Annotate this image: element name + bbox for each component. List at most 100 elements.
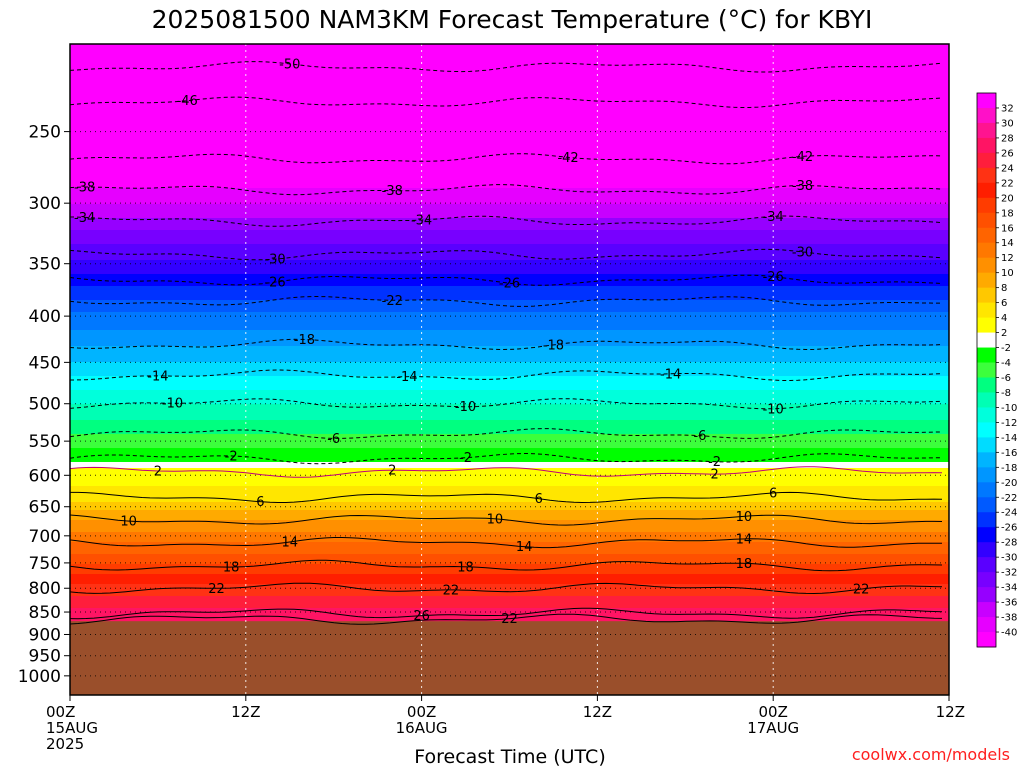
temperature-band <box>70 602 949 605</box>
contour-line <box>70 61 943 73</box>
temperature-band <box>70 526 949 529</box>
temperature-band <box>70 92 949 95</box>
temperature-band <box>70 278 949 281</box>
temperature-band <box>70 330 949 333</box>
temperature-band <box>70 132 949 135</box>
colorbar-swatch <box>977 452 996 468</box>
temperature-band <box>70 168 949 171</box>
temperature-band <box>70 96 949 99</box>
temperature-band <box>70 54 949 57</box>
contour-label: -18 <box>543 338 564 353</box>
y-tick-label: 750 <box>29 554 61 574</box>
temperature-band <box>70 112 949 115</box>
colorbar-label: -2 <box>1001 343 1011 354</box>
y-tick-label: 900 <box>29 625 61 645</box>
temperature-band <box>70 596 949 599</box>
temperature-band <box>70 402 949 405</box>
temperature-band <box>70 510 949 513</box>
credit-link[interactable]: coolwx.com/models <box>852 745 1010 764</box>
temperature-band <box>70 122 949 125</box>
temperature-band <box>70 272 949 275</box>
temperature-band <box>70 332 949 335</box>
colorbar-label: -38 <box>1001 613 1017 624</box>
y-tick-label: 800 <box>29 579 61 599</box>
temperature-band <box>70 64 949 67</box>
temperature-band <box>70 408 949 411</box>
temperature-band <box>70 560 949 563</box>
temperature-band <box>70 482 949 485</box>
temperature-band <box>70 604 949 607</box>
temperature-band <box>70 194 949 197</box>
x-tick-label: 00Z <box>46 703 75 721</box>
temperature-band <box>70 552 949 555</box>
temperature-band <box>70 478 949 481</box>
temperature-band <box>70 260 949 263</box>
colorbar-label: -30 <box>1001 553 1017 564</box>
contour-label: 2 <box>388 464 396 479</box>
contour-label: -34 <box>411 214 432 229</box>
temperature-band <box>70 254 949 257</box>
temperature-band <box>70 334 949 337</box>
colorbar-label: 14 <box>1001 238 1014 249</box>
temperature-band <box>70 470 949 473</box>
temperature-band <box>70 230 949 233</box>
colorbar-label: 16 <box>1001 223 1014 234</box>
y-axis: 2503003504004505005506006507007508008509… <box>18 123 70 687</box>
temperature-band <box>70 468 949 471</box>
temperature-band <box>70 436 949 439</box>
temperature-band <box>70 76 949 79</box>
temperature-band <box>70 416 949 419</box>
temperature-band <box>70 212 949 215</box>
temperature-band <box>70 322 949 325</box>
temperature-band <box>70 454 949 457</box>
temperature-band <box>70 518 949 521</box>
x-tick-label: 12Z <box>583 703 612 721</box>
y-tick-label: 350 <box>29 255 61 275</box>
temperature-band <box>70 390 949 393</box>
temperature-band <box>70 256 949 259</box>
contour-label: 10 <box>736 510 753 525</box>
temperature-band <box>70 50 949 53</box>
x-tick-label: 15AUG <box>46 719 98 737</box>
x-tick-label: 00Z <box>407 703 436 721</box>
colorbar-label: -22 <box>1001 493 1017 504</box>
x-axis-title: Forecast Time (UTC) <box>414 746 605 768</box>
colorbar-swatch <box>977 287 996 304</box>
temperature-band <box>70 600 949 603</box>
temperature-band <box>70 458 949 461</box>
contour-label: -42 <box>557 151 578 166</box>
temperature-band <box>70 592 949 595</box>
contour-label: 22 <box>853 583 870 598</box>
x-tick-label: 12Z <box>936 703 965 721</box>
contour-line <box>70 537 943 549</box>
colorbar-frame <box>976 92 997 648</box>
contour-label: -30 <box>792 245 813 260</box>
temperature-band <box>70 422 949 425</box>
temperature-band <box>70 570 949 573</box>
temperature-band <box>70 514 949 517</box>
contour-label: 26 <box>413 609 430 624</box>
temperature-band <box>70 464 949 467</box>
temperature-band <box>70 124 949 127</box>
temperature-band <box>70 68 949 71</box>
y-tick-label: 700 <box>29 527 61 547</box>
temperature-band <box>70 248 949 251</box>
colorbar-label: -36 <box>1001 598 1017 609</box>
temperature-band <box>70 198 949 201</box>
temperature-band <box>70 618 949 621</box>
temperature-band <box>70 352 949 355</box>
temperature-band <box>70 136 949 139</box>
y-tick-label: 500 <box>29 395 61 415</box>
contour-label: -2 <box>225 449 238 464</box>
y-tick-label: 600 <box>29 466 61 486</box>
y-tick-label: 650 <box>29 498 61 518</box>
colorbar-swatch <box>977 422 996 438</box>
temperature-band <box>70 180 949 183</box>
temperature-band <box>70 152 949 155</box>
terrain-mask <box>70 621 949 695</box>
colorbar-label: 4 <box>1001 313 1007 324</box>
contour-label: -10 <box>455 400 476 415</box>
temperature-band <box>70 370 949 373</box>
temperature-band <box>70 270 949 273</box>
